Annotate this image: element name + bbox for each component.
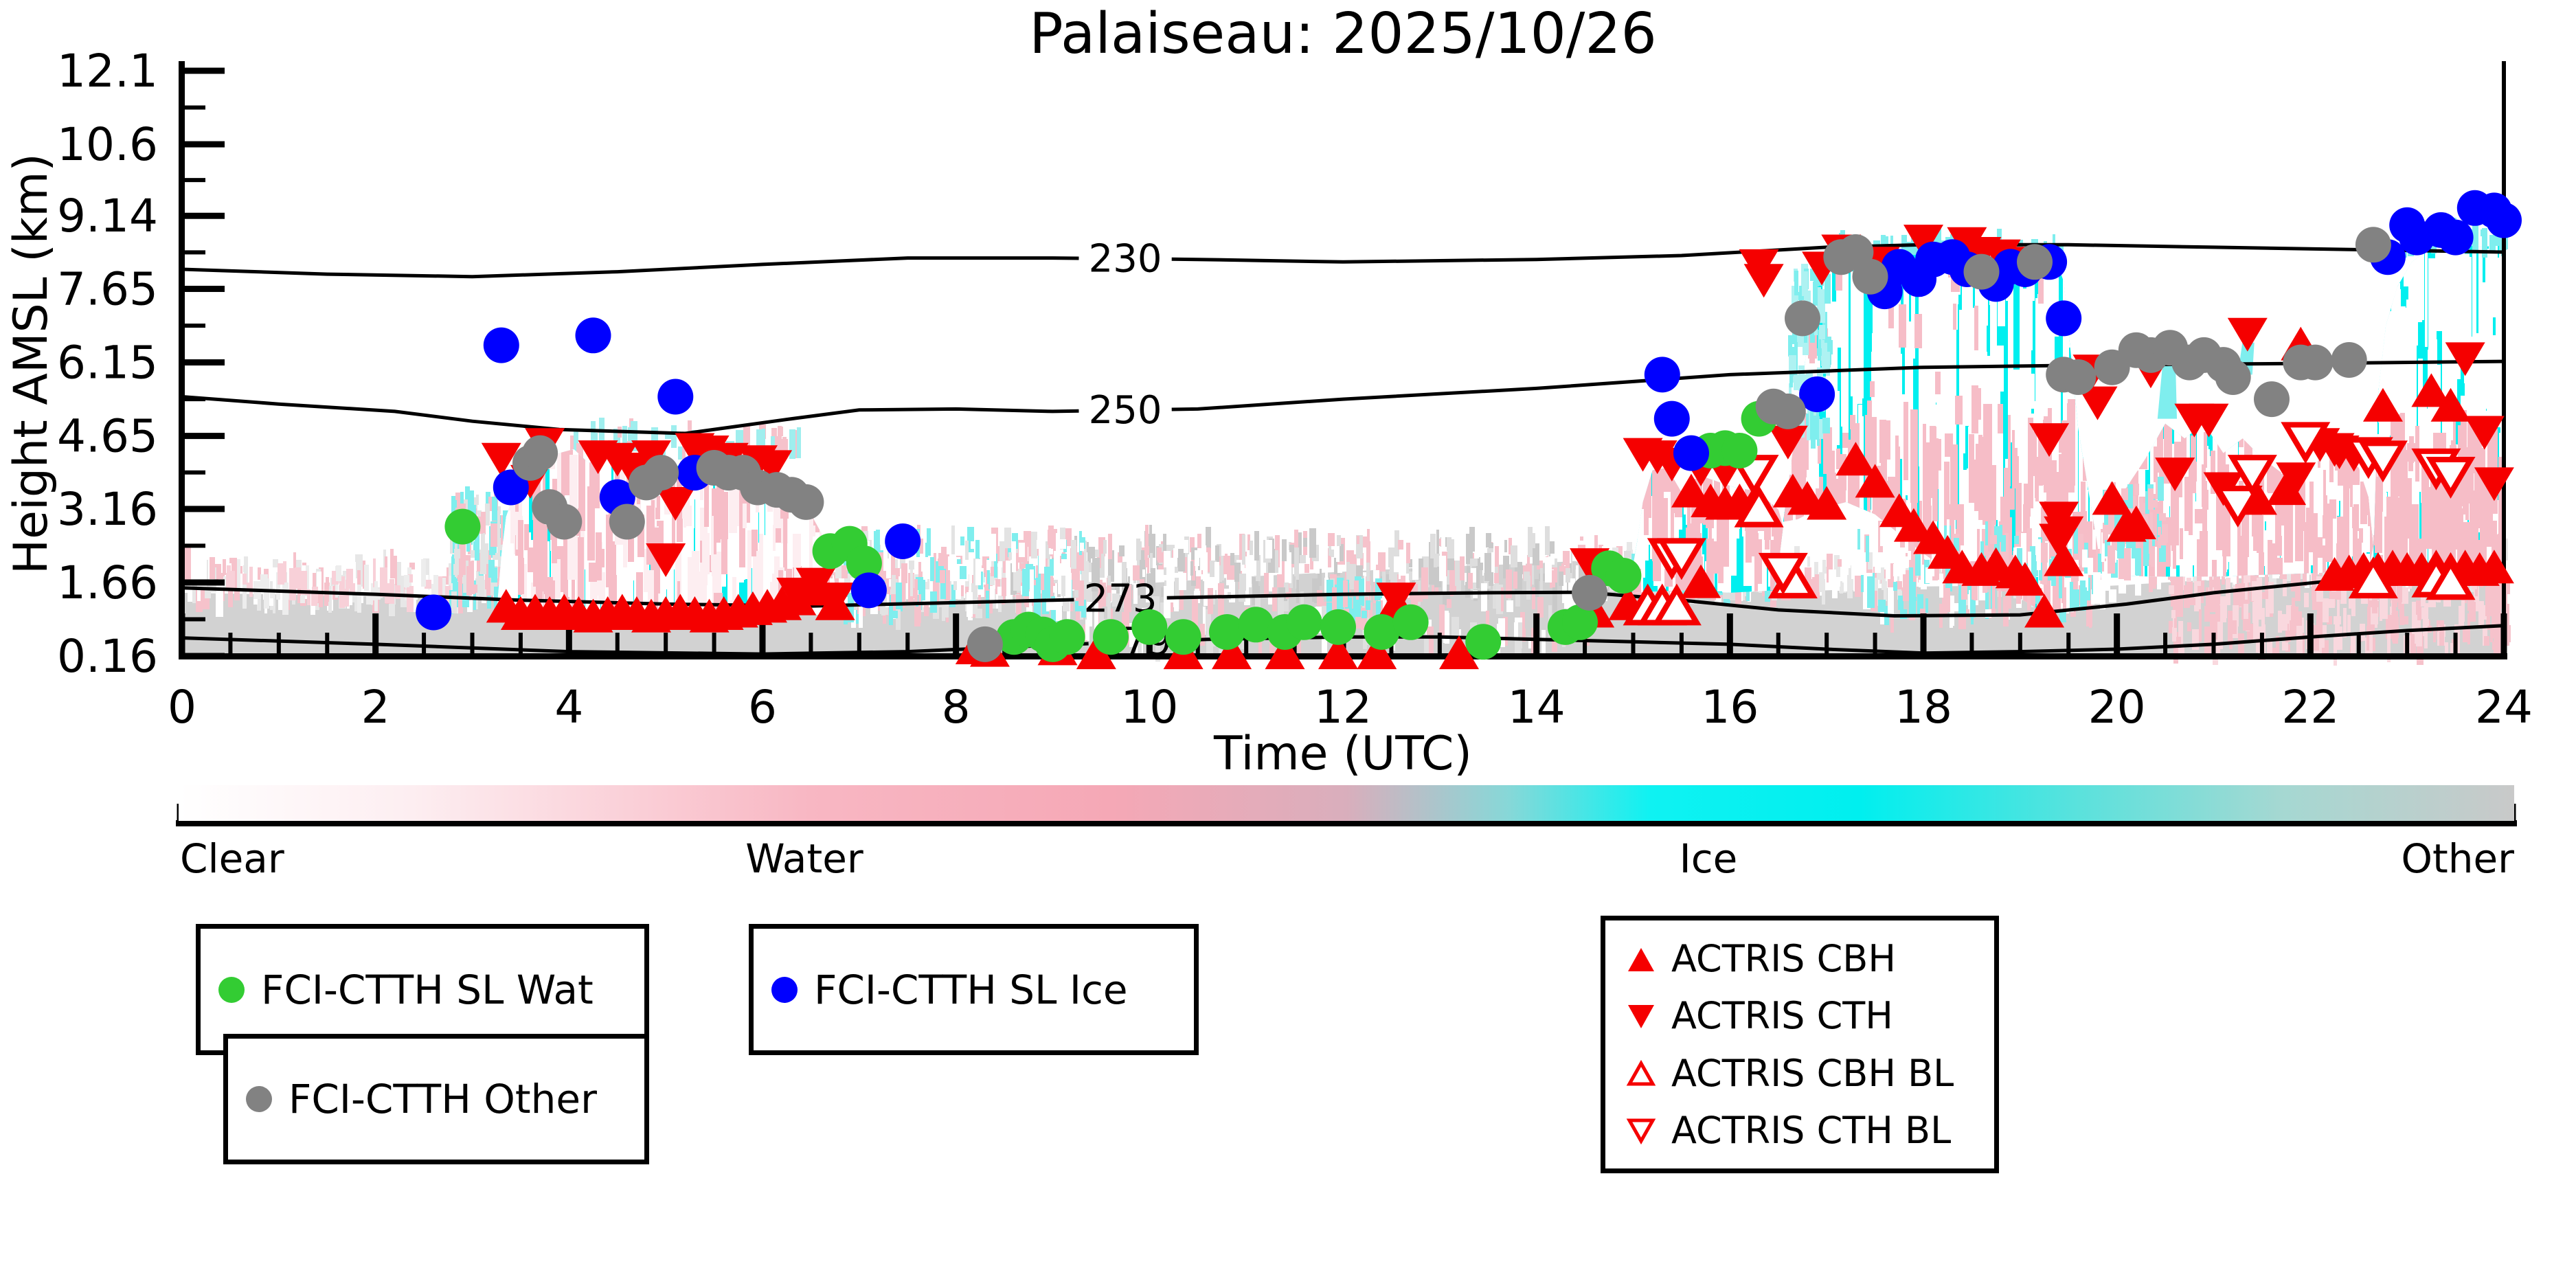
legend-label-cth: ACTRIS CTH [1671, 994, 1893, 1038]
legend-box-other: FCI-CTTH Other [223, 1034, 649, 1164]
cbh-bl-open-triangle-up-icon [1626, 1060, 1656, 1086]
legend-box-actris: ACTRIS CBH ACTRIS CTH ACTRIS CBH BL ACTR… [1601, 916, 1999, 1173]
legend-label-cbh: ACTRIS CBH [1671, 937, 1896, 981]
colorbar-label-ice: Ice [1679, 835, 1738, 882]
cbh-triangle-up-icon [1628, 947, 1654, 971]
colorbar [179, 785, 2514, 821]
legend-row-cbh-bl: ACTRIS CBH BL [1626, 1048, 1994, 1098]
legend-row-cth: ACTRIS CTH [1626, 991, 1994, 1041]
colorbar-label-other: Other [2401, 835, 2514, 882]
legend-row-cbh: ACTRIS CBH [1626, 934, 1994, 984]
legend-label-ice: FCI-CTTH SL Ice [814, 966, 1128, 1013]
legend-row-cth-bl: ACTRIS CTH BL [1626, 1105, 1994, 1155]
colorbar-label-water: Water [745, 835, 863, 882]
other-circle-icon [246, 1086, 272, 1112]
legend-label-wat: FCI-CTTH SL Wat [261, 966, 594, 1013]
ice-circle-icon [771, 976, 798, 1003]
wat-circle-icon [218, 976, 245, 1003]
cth-triangle-down-icon [1628, 1004, 1654, 1028]
cth-bl-open-triangle-down-icon [1626, 1118, 1656, 1145]
colorbar-label-clear: Clear [180, 835, 284, 882]
legend-label-cth-bl: ACTRIS CTH BL [1671, 1108, 1952, 1152]
x-axis-label: Time (UTC) [1214, 727, 1472, 781]
y-axis-label: Height AMSL (km) [4, 153, 58, 574]
chart-title: Palaiseau: 2025/10/26 [1029, 1, 1657, 67]
legend-label-cbh-bl: ACTRIS CBH BL [1671, 1051, 1954, 1095]
legend-box-ice: FCI-CTTH SL Ice [749, 924, 1199, 1055]
colorbar-gradient [179, 785, 2514, 821]
legend-label-other: FCI-CTTH Other [289, 1076, 597, 1122]
